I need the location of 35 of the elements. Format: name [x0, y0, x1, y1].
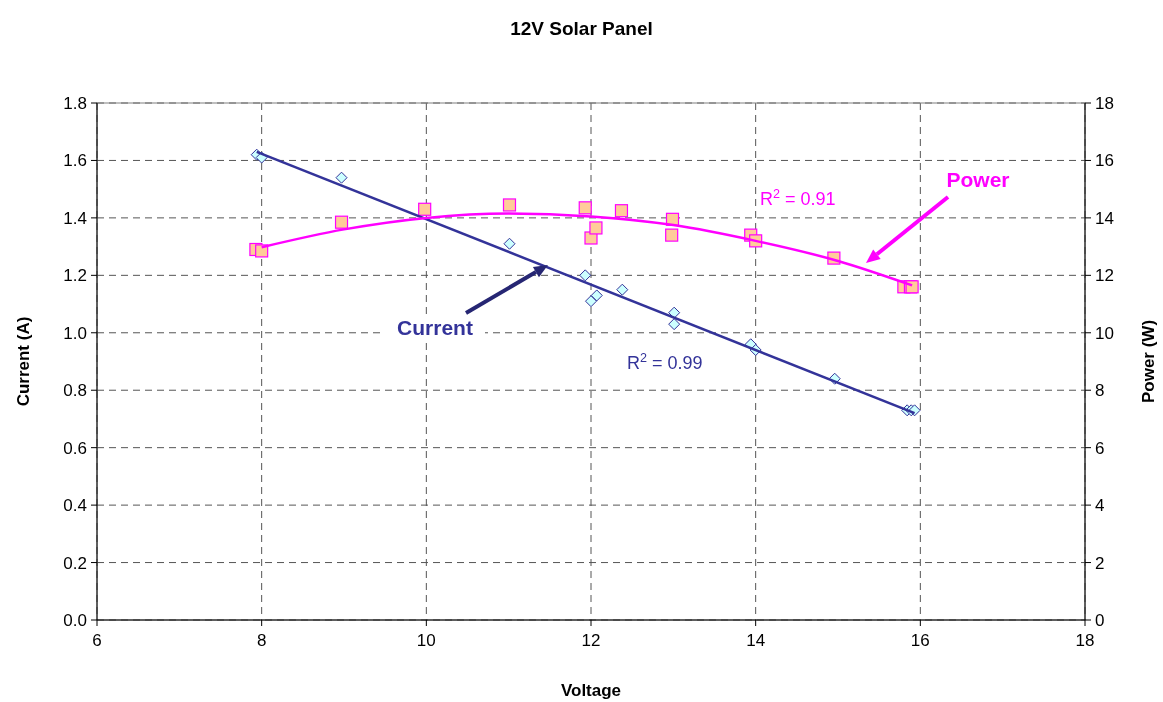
y2-axis-title: Power (W) [1139, 319, 1158, 404]
x-tick-label: 18 [1075, 631, 1095, 650]
y-axis-title: Current (A) [14, 316, 33, 407]
x-tick-label: 14 [746, 631, 766, 650]
y2-tick-label: 14 [1095, 208, 1114, 228]
text: Current [397, 316, 473, 339]
y-tick-label: 1.6 [63, 151, 87, 171]
y2-tick-label: 2 [1095, 553, 1105, 573]
y-tick-label: 0.6 [63, 438, 87, 458]
y2-tick-label: 0 [1095, 611, 1105, 630]
annotation: R$^{2}$ = 0.99 [627, 351, 703, 373]
y-tick-label: 0.2 [63, 553, 87, 573]
y-tick-label: 0.0 [63, 611, 87, 630]
y2-tick-label: 12 [1095, 266, 1114, 286]
y2-tick-label: 6 [1095, 438, 1105, 458]
x-tick-label: 12 [581, 631, 601, 650]
y2-tick-label: 16 [1095, 151, 1114, 171]
y2-tick-label: 4 [1095, 496, 1105, 516]
x-tick-label: 16 [910, 631, 930, 650]
x-tick-label: 6 [92, 631, 102, 650]
y-tick-label: 1.4 [63, 208, 87, 228]
y-tick-label: 0.4 [63, 496, 87, 516]
x-axis-title: Voltage [560, 681, 622, 700]
y2-tick-label: 18 [1095, 94, 1114, 113]
y2-tick-label: 10 [1095, 323, 1114, 343]
annotation: R$^{2}$ = 0.91 [760, 187, 836, 209]
y-tick-label: 1.8 [63, 94, 87, 113]
x-tick-label: 10 [416, 631, 436, 650]
y-tick-label: 1.2 [63, 266, 87, 286]
y-tick-label: 0.8 [63, 381, 87, 401]
x-tick-label: 8 [256, 631, 267, 650]
text: Power [946, 168, 1010, 191]
chart-title: 12V Solar Panel [510, 18, 653, 39]
y2-tick-label: 8 [1095, 381, 1105, 401]
y-tick-label: 1.0 [63, 323, 87, 343]
